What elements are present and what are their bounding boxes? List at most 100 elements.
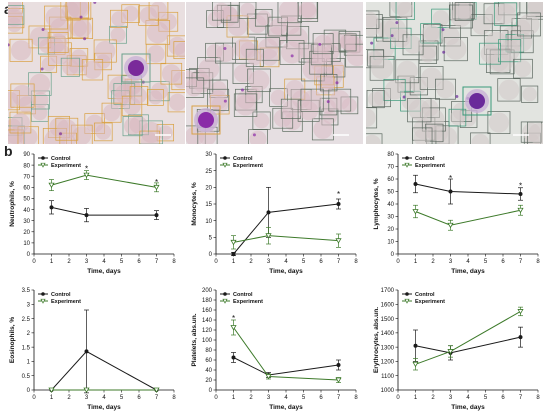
micrograph-image [8, 2, 185, 144]
legend-marker [222, 162, 228, 168]
data-point-experiment [83, 387, 90, 394]
y-tick-label: 0 [209, 388, 213, 394]
x-tick-label: 8 [354, 395, 358, 401]
y-tick-label: 0 [27, 252, 31, 258]
chart-svg: 0 20 40 60 80 100 120 140 160 180 200 0 1 2 3 4 5 6 7 8 Time… [191, 288, 358, 411]
x-tick-label: 7 [155, 259, 159, 265]
y-tick-label: 0 [391, 252, 395, 258]
y-tick-label: 1700 [381, 288, 395, 294]
y-tick-label: 180 [202, 298, 213, 304]
y-axis-label: Eosinophils, % [9, 317, 16, 363]
data-point-experiment [153, 184, 160, 191]
detection-box [297, 2, 318, 19]
platelet-speck [83, 37, 87, 41]
platelet-speck [290, 54, 294, 58]
x-tick-label: 4 [102, 259, 106, 265]
data-point-control [84, 213, 89, 218]
red-blood-cell [445, 38, 467, 60]
red-blood-cell [522, 87, 537, 102]
red-blood-cell [397, 2, 414, 19]
micrograph-image [366, 2, 543, 144]
detection-box [186, 77, 205, 98]
y-tick-label: 40 [205, 368, 212, 374]
y-tick-label: 80 [205, 348, 212, 354]
y-tick-label: 0 [209, 252, 213, 258]
red-blood-cell [174, 42, 185, 58]
platelet-speck [223, 47, 227, 51]
red-blood-cell [8, 130, 23, 144]
y-tick-label: 2.5 [22, 317, 31, 323]
detection-box [470, 14, 493, 37]
y-tick-label: 80 [23, 163, 30, 169]
detection-box [9, 38, 33, 62]
legend-marker [404, 298, 410, 304]
legend-marker [404, 162, 410, 168]
red-blood-cell [408, 99, 431, 121]
detection-box [420, 23, 441, 44]
platelet-speck [441, 28, 445, 32]
detection-box [328, 88, 352, 112]
chart-svg: 0 10 20 30 40 50 60 70 80 0 1 2 3 4 5 6 7 8 Time, days Lymp… [373, 152, 540, 275]
y-axis-label: Erythrocytes, abs.un. [373, 307, 380, 373]
x-tick-label: 3 [85, 395, 89, 401]
red-blood-cell [29, 73, 51, 95]
legend-label: Experiment [415, 299, 445, 305]
red-blood-cell [72, 126, 92, 144]
red-blood-cell [281, 41, 304, 64]
chart-eosinophils: 0 0.5 1 1.5 2 2.5 3 3.5 0 1 2 3 4 5 6 7 8 Time, days Eosin… [4, 284, 181, 416]
data-point-experiment [153, 387, 160, 394]
leukocyte-box [191, 105, 221, 135]
red-blood-cell [83, 60, 102, 80]
platelet-speck [402, 95, 406, 99]
detection-box [526, 2, 543, 17]
red-blood-cell [198, 128, 217, 144]
leukocyte-box [121, 53, 151, 83]
leukocyte-box [462, 86, 492, 116]
platelet-speck [93, 2, 97, 4]
detection-box [448, 108, 467, 127]
y-tick-label: 70 [387, 165, 394, 171]
red-blood-cell [227, 16, 248, 37]
platelet-speck [335, 81, 339, 85]
red-blood-cell [329, 90, 350, 111]
chart-lymphocytes: 0 10 20 30 40 50 60 70 80 0 1 2 3 4 5 6 7 8 Time, days Lymp… [368, 148, 545, 280]
red-blood-cell [269, 18, 287, 35]
x-tick-label: 8 [354, 259, 358, 265]
y-tick-label: 1 [27, 360, 31, 366]
y-tick-label: 160 [202, 308, 213, 314]
platelet-speck [395, 21, 399, 25]
detection-box [527, 121, 543, 144]
detection-box [247, 68, 271, 93]
x-tick-label: 2 [249, 395, 253, 401]
significance-marker: * [155, 178, 158, 187]
data-point-experiment [230, 239, 237, 246]
detection-box [269, 88, 288, 107]
x-tick-label: 1 [414, 259, 418, 265]
y-tick-label: 10 [23, 241, 30, 247]
x-tick-label: 0 [214, 259, 218, 265]
data-point-experiment [412, 361, 419, 368]
x-tick-label: 5 [120, 259, 124, 265]
detection-box [212, 2, 232, 21]
red-blood-cell [103, 104, 121, 122]
y-tick-label: 90 [23, 152, 30, 158]
x-tick-label: 8 [172, 259, 176, 265]
data-point-control [84, 349, 89, 354]
detection-box [435, 78, 456, 100]
chart-platelets: 0 20 40 60 80 100 120 140 160 180 200 0 1 2 3 4 5 6 7 8 Time… [186, 284, 363, 416]
x-tick-label: 7 [337, 259, 341, 265]
x-tick-label: 5 [484, 395, 488, 401]
red-blood-cell [396, 60, 418, 82]
chart-svg: 0 0.5 1 1.5 2 2.5 3 3.5 0 1 2 3 4 5 6 7 8 Time, days Eosin… [9, 288, 176, 411]
red-blood-cell [518, 13, 540, 35]
y-tick-label: 50 [387, 190, 394, 196]
data-point-experiment [48, 387, 55, 394]
chart-svg: 1000 1100 1200 1300 1400 1500 1600 1700 0 1 2 3 4 5 6 7… [373, 288, 540, 411]
y-tick-label: 20 [205, 186, 212, 192]
red-blood-cell [45, 7, 67, 29]
panel-label-b: b [4, 143, 13, 159]
detection-box [279, 40, 305, 65]
data-point-experiment [412, 209, 419, 215]
red-blood-cell [146, 21, 169, 44]
y-tick-label: 120 [202, 328, 213, 334]
